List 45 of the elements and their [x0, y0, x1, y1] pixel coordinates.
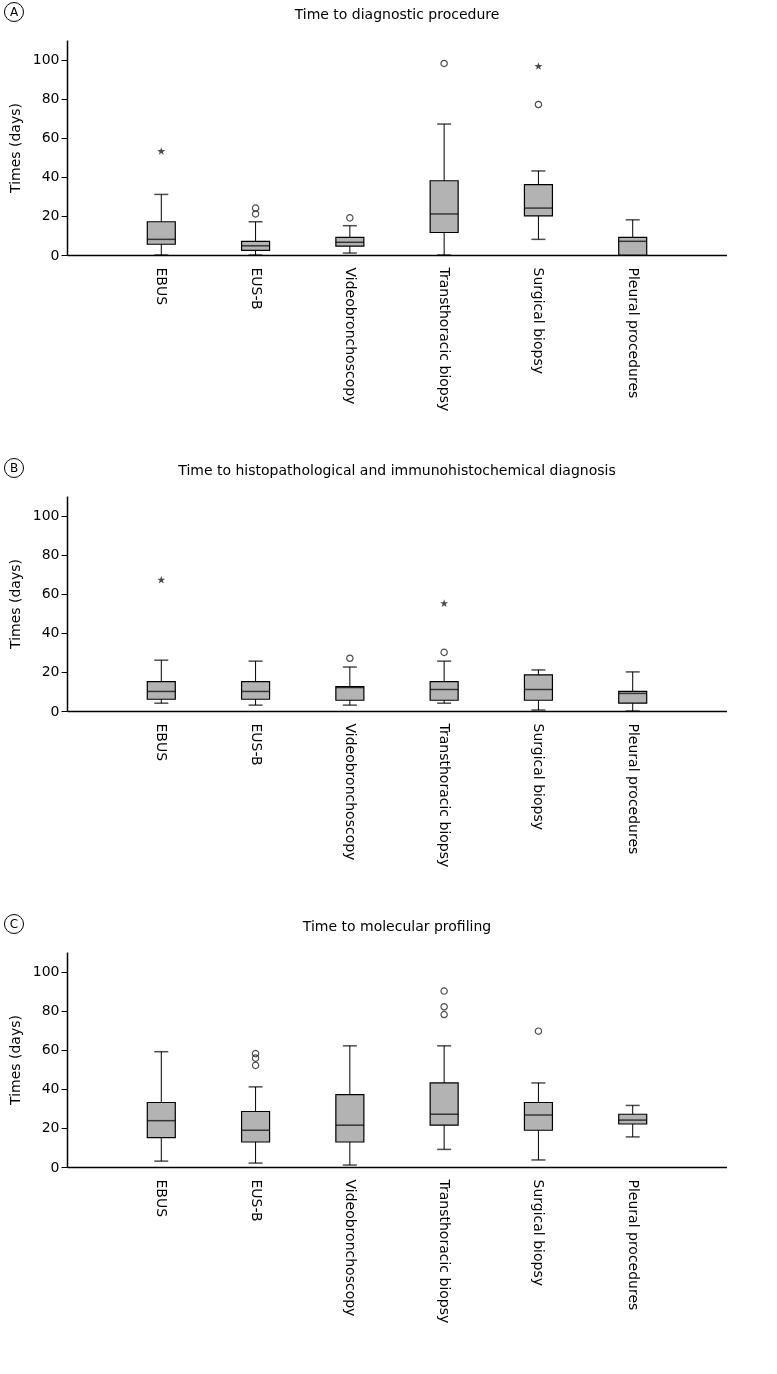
x-tick-label: EBUS: [154, 1179, 171, 1218]
y-tick-label: 0: [50, 1158, 60, 1175]
x-tick-label: Surgical biopsy: [531, 1179, 548, 1286]
chart-title: Time to histopathological and immunohistochemical diagnosis: [177, 462, 616, 478]
x-tick-label: Transthoracic biopsy: [437, 1178, 454, 1324]
x-tick-label: EBUS: [154, 267, 171, 306]
y-tick-label: 100: [32, 963, 60, 980]
y-tick-label: 80: [41, 546, 60, 563]
x-tick-label: EUS-B: [248, 267, 265, 310]
y-tick-label: 40: [41, 1080, 60, 1097]
y-axis-title: Times (days): [6, 1015, 23, 1106]
x-tick-label: EBUS: [154, 723, 171, 762]
x-tick-label: Videobronchoscopy: [342, 267, 359, 405]
chart-title: Time to molecular profiling: [301, 918, 492, 934]
x-tick-label: Transthoracic biopsy: [437, 722, 454, 868]
y-tick-label: 20: [41, 663, 60, 680]
x-tick-label: Surgical biopsy: [531, 723, 548, 830]
text: B: [4, 458, 24, 478]
y-tick-label: 40: [41, 168, 60, 185]
y-tick-label: 20: [41, 1119, 60, 1136]
y-axis-title: Times (days): [6, 559, 23, 650]
chart-title: Time to diagnostic procedure: [293, 6, 500, 22]
y-tick-label: 60: [41, 585, 60, 602]
y-tick-label: 60: [41, 1041, 60, 1058]
y-tick-label: 60: [41, 129, 60, 146]
x-tick-label: EUS-B: [248, 723, 265, 766]
y-tick-label: 80: [41, 1002, 60, 1019]
text: C: [4, 914, 24, 934]
y-tick-label: 80: [41, 90, 60, 107]
y-tick-label: 0: [50, 702, 60, 719]
x-tick-label: EUS-B: [248, 1179, 265, 1222]
y-tick-label: 100: [32, 51, 60, 68]
x-tick-label: Transthoracic biopsy: [437, 266, 454, 412]
x-tick-label: Surgical biopsy: [531, 267, 548, 374]
y-tick-label: 40: [41, 624, 60, 641]
x-tick-label: Pleural procedures: [625, 1179, 642, 1311]
x-tick-label: Videobronchoscopy: [342, 1179, 359, 1317]
text: A: [4, 2, 24, 22]
x-tick-label: Pleural procedures: [625, 267, 642, 399]
x-tick-label: Pleural procedures: [625, 723, 642, 855]
y-axis-title: Times (days): [6, 103, 23, 194]
x-tick-label: Videobronchoscopy: [342, 723, 359, 861]
y-tick-label: 0: [50, 246, 60, 263]
y-tick-label: 100: [32, 507, 60, 524]
y-tick-label: 20: [41, 207, 60, 224]
